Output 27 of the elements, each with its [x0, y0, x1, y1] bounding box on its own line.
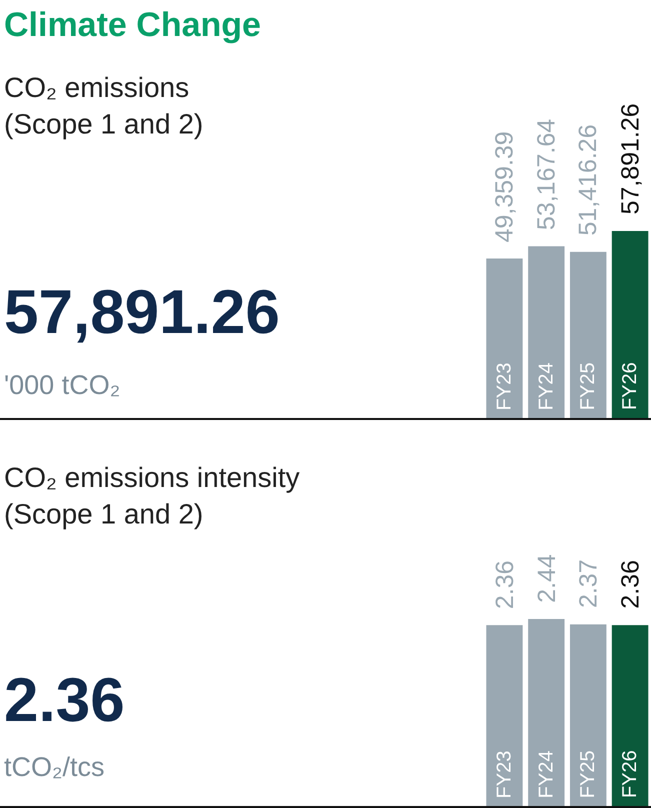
x-tick-label: FY24: [535, 362, 558, 410]
data-label: 2.44: [532, 554, 561, 603]
data-label: 2.36: [490, 560, 519, 610]
x-tick-label: FY26: [619, 362, 642, 410]
data-label: 57,891.26: [616, 103, 645, 215]
data-label: 2.36: [616, 560, 644, 609]
text: 2.36: [4, 666, 125, 735]
data-label: 51,416.26: [574, 124, 602, 236]
bar: [486, 258, 523, 418]
x-tick-label: FY25: [577, 362, 600, 410]
data-label: 53,167.64: [532, 118, 561, 230]
data-label: 2.37: [574, 559, 602, 608]
bar: [528, 246, 565, 418]
text: '000 tCO₂: [4, 370, 120, 400]
text: tCO₂/tcs: [4, 752, 104, 782]
x-tick-label: FY24: [535, 750, 558, 798]
text: CO₂ emissions (Scope 1 and 2): [4, 72, 204, 140]
x-tick-label: FY23: [493, 362, 516, 410]
text: 57,891.26: [4, 278, 280, 347]
x-tick-label: FY26: [619, 750, 642, 798]
bar: [612, 231, 648, 418]
text: Climate Change: [4, 6, 261, 44]
data-label: 49,359.39: [490, 131, 518, 243]
text: CO₂ emissions intensity (Scope 1 and 2): [4, 462, 300, 530]
x-tick-label: FY23: [493, 750, 516, 798]
x-tick-label: FY25: [577, 750, 600, 798]
bar: [570, 252, 606, 418]
